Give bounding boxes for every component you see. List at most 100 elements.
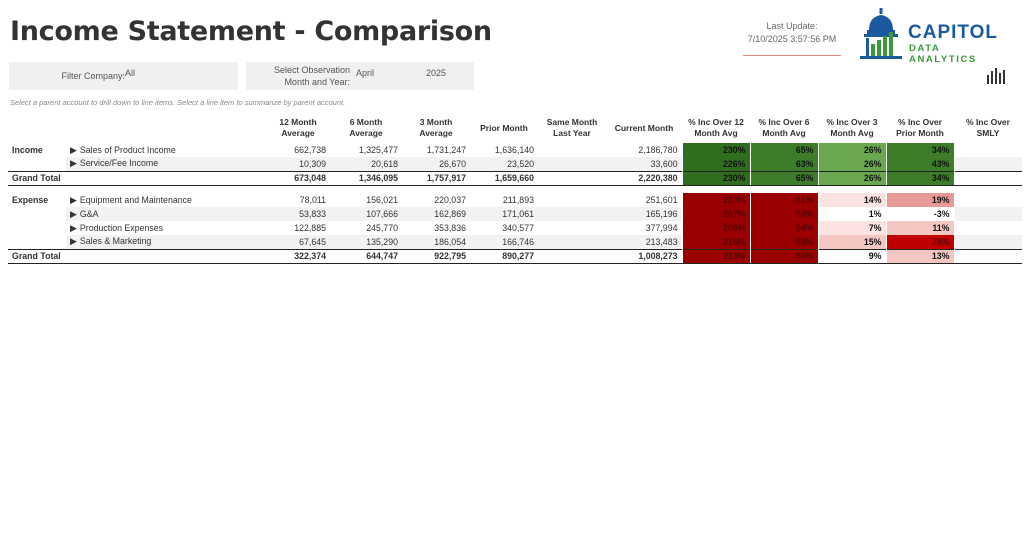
last-update-value: 7/10/2025 3:57:56 PM (747, 34, 837, 44)
period-filter-label: Select Observation Month and Year: (254, 64, 350, 88)
pct-cell: 11% (885, 221, 954, 235)
capitol-dome-icon (860, 8, 902, 59)
pct-cell (953, 235, 1022, 249)
cell: 1,636,140 (494, 145, 534, 155)
cell: 26,670 (402, 157, 470, 171)
cell: 644,747 (330, 248, 402, 264)
expand-arrow-icon[interactable]: ▶ (70, 222, 77, 233)
pct-cell: 34% (885, 143, 954, 157)
company-filter[interactable]: Filter Company: All (9, 62, 238, 90)
period-filter-label-line2: Month and Year: (284, 77, 350, 87)
group-label-blank (8, 235, 66, 249)
pct-cell (953, 143, 1022, 157)
cell: 245,770 (366, 223, 398, 233)
cell: 662,738 (294, 145, 326, 155)
cell: 33,600 (606, 157, 682, 171)
period-filter[interactable]: Select Observation Month and Year: April… (246, 62, 474, 90)
cell: 673,048 (266, 170, 330, 186)
column-header-pct-12m[interactable]: % Inc Over 12 Month Avg (688, 117, 744, 138)
pct-cell (953, 248, 1022, 264)
table-row[interactable]: Income ▶ Sales of Product Income 662,738 … (8, 143, 1022, 157)
pct-cell: 213% (681, 248, 750, 264)
cell: 122,885 (294, 223, 326, 233)
pct-cell: 26% (817, 157, 886, 171)
cell: 1,731,247 (426, 145, 466, 155)
last-update-label: Last Update: (766, 21, 818, 31)
pct-cell: 56% (749, 248, 818, 264)
last-update: Last Update: 7/10/2025 3:57:56 PM (742, 20, 842, 56)
company-filter-value[interactable]: All (125, 68, 136, 78)
cell (538, 193, 606, 207)
pct-cell: 63% (749, 157, 818, 171)
cell: 1,325,477 (358, 145, 398, 155)
cell: 107,666 (330, 207, 402, 221)
bar-chart-icon[interactable] (986, 66, 1006, 84)
column-header-pct-prior[interactable]: % Inc Over Prior Month (896, 117, 944, 138)
period-filter-label-line1: Select Observation (273, 65, 350, 75)
cell: 2,220,380 (606, 170, 682, 186)
pct-cell: 58% (749, 235, 818, 249)
cell: 2,186,780 (638, 145, 678, 155)
pct-cell (953, 157, 1022, 171)
group-label-blank (8, 221, 66, 235)
expand-arrow-icon[interactable]: ▶ (70, 158, 77, 169)
cell: 322,374 (266, 248, 330, 264)
cell: 1,008,273 (606, 248, 682, 264)
pct-cell: 34% (885, 170, 954, 186)
company-logo: CAPITOL DATA ANALYTICS (858, 8, 1008, 65)
grand-total-label: Grand Total (8, 248, 266, 264)
cell (538, 207, 606, 221)
year-select[interactable]: 2025 (426, 68, 447, 78)
cell: 251,601 (645, 195, 678, 205)
column-header-pct-6m[interactable]: % Inc Over 6 Month Avg (758, 117, 810, 138)
account-item[interactable]: ▶ Service/Fee Income (66, 157, 266, 171)
table-row[interactable]: ▶ Production Expenses 122,885 245,770 353… (8, 221, 1022, 235)
pct-cell: 26% (817, 170, 886, 186)
cell: 220,037 (434, 195, 466, 205)
table-header-row: 12 Month Average 6 Month Average 3 Month Av… (8, 113, 1022, 143)
header-blank (66, 113, 266, 143)
pct-cell: -3% (885, 207, 954, 221)
table-row[interactable]: ▶ G&A 53,833 107,666 162,869 171,061 165,… (8, 207, 1022, 221)
pct-cell: 208% (681, 221, 750, 235)
column-header-6m-avg[interactable]: 6 Month Average (349, 117, 383, 138)
table-row[interactable]: Expense ▶ Equipment and Maintenance 78,01… (8, 193, 1022, 207)
expand-arrow-icon[interactable]: ▶ (70, 194, 77, 205)
pct-cell (953, 221, 1022, 235)
column-header-same-month-last-year[interactable]: Same Month Last Year (546, 117, 598, 138)
logo-secondary-text: DATA ANALYTICS (909, 43, 977, 65)
income-statement-table: 12 Month Average 6 Month Average 3 Month Av… (8, 113, 1022, 264)
pct-cell: 226% (681, 157, 750, 171)
cell: 162,869 (402, 207, 470, 221)
divider (743, 55, 841, 56)
month-select[interactable]: April (356, 68, 375, 78)
pct-cell: 216% (681, 235, 750, 249)
column-header-12m-avg[interactable]: 12 Month Average (279, 117, 317, 138)
column-header-current-month[interactable]: Current Month (614, 122, 674, 133)
cell: 135,290 (330, 235, 402, 249)
expand-arrow-icon[interactable]: ▶ (70, 144, 77, 155)
expand-arrow-icon[interactable]: ▶ (70, 208, 77, 219)
cell: 10,309 (266, 157, 330, 171)
account-item[interactable]: ▶ Sales of Product Income (70, 144, 176, 155)
pct-cell: 54% (749, 221, 818, 235)
account-item[interactable]: ▶ G&A (66, 207, 266, 221)
grand-total-label: Grand Total (8, 170, 266, 186)
account-item[interactable]: ▶ Equipment and Maintenance (70, 194, 192, 205)
expand-arrow-icon[interactable]: ▶ (70, 236, 77, 247)
column-header-pct-3m[interactable]: % Inc Over 3 Month Avg (826, 117, 878, 138)
account-item[interactable]: ▶ Production Expenses (70, 222, 164, 233)
cell: 166,746 (470, 235, 538, 249)
table-row[interactable]: ▶ Sales & Marketing 67,645 135,290 186,05… (8, 235, 1022, 249)
pct-cell: 61% (749, 193, 818, 207)
column-header-pct-smly[interactable]: % Inc Over SMLY (966, 117, 1010, 138)
company-filter-label: Filter Company: (61, 71, 125, 81)
table-row[interactable]: ▶ Service/Fee Income 10,309 20,618 26,670… (8, 157, 1022, 171)
cell (538, 248, 606, 264)
account-item[interactable]: ▶ Sales & Marketing (66, 235, 266, 249)
pct-cell (953, 193, 1022, 207)
column-header-3m-avg[interactable]: 3 Month Average (419, 117, 453, 138)
cell: 213,483 (606, 235, 682, 249)
cell: 186,054 (402, 235, 470, 249)
column-header-prior-month[interactable]: Prior Month (480, 122, 528, 133)
